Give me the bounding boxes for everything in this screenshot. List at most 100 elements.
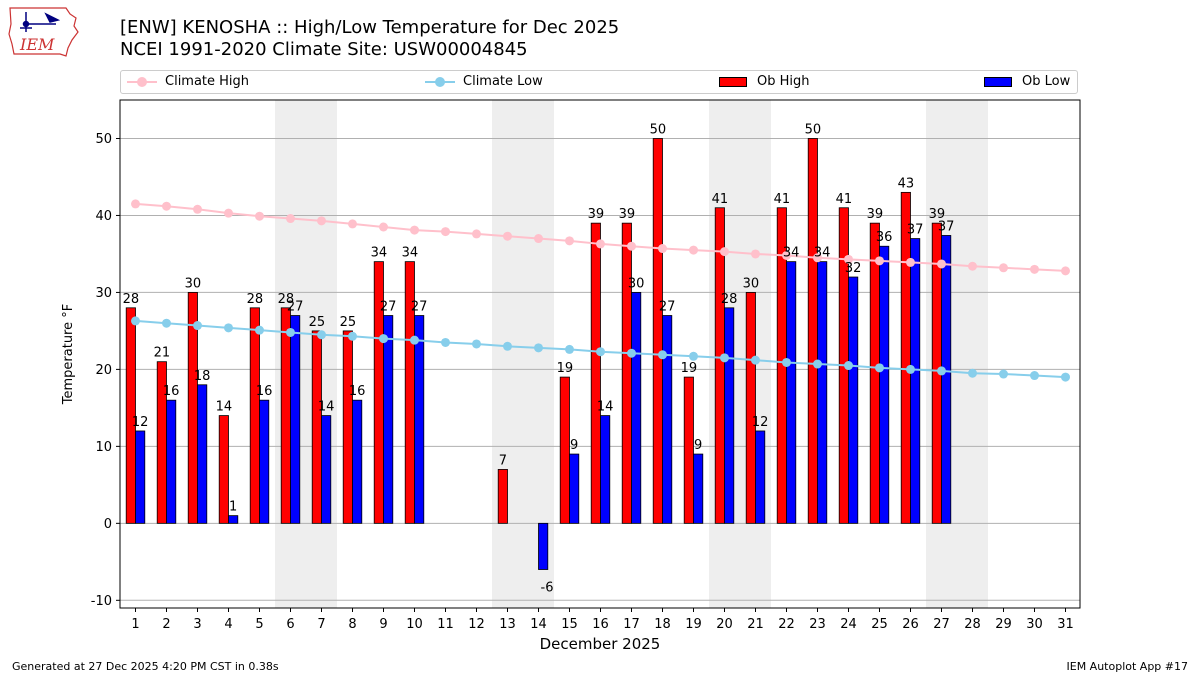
climate-low-point [193,321,202,331]
x-tick-label: 18 [654,617,671,632]
climate-low-point [255,325,264,335]
ob-low-label: 9 [570,438,578,453]
ob-low-bar [383,315,394,524]
ob-low-label: 28 [721,292,738,307]
climate-low-point [999,369,1008,379]
ob-high-bar [869,222,880,524]
climate-high-point [503,231,512,241]
ob-low-bar [662,315,673,524]
climate-high-point [720,247,729,257]
climate-low-swatch [425,75,455,89]
ob-high-bar [745,292,756,524]
climate-high-point [348,219,357,229]
app-footer: IEM Autoplot App #17 [1066,660,1189,673]
ob-high-label: 7 [499,453,507,468]
ob-high-bar [590,222,601,524]
ob-high-bar [280,307,291,524]
ob-low-bar [321,415,332,524]
x-tick-label: 12 [468,617,485,632]
x-tick-label: 30 [1026,617,1043,632]
logo-text: IEM [19,35,55,54]
climate-high-point [286,214,295,224]
ob-low-label: 30 [628,276,645,291]
x-tick-label: 24 [840,617,857,632]
climate-low-point [751,355,760,365]
x-tick-label: 17 [623,617,640,632]
legend-ob-low: Ob Low [984,74,1070,89]
ob-low-label: 1 [229,500,237,515]
ob-high-bar [249,307,260,524]
ob-low-bar [538,522,549,570]
ob-high-bar [838,207,849,524]
ob-low-label: 16 [349,384,366,399]
ob-high-label: 25 [309,315,326,330]
legend-ob-low-label: Ob Low [1022,74,1071,89]
climate-low-point [1061,372,1070,382]
ob-low-bar [786,261,797,524]
ob-high-bar [652,138,663,524]
ob-low-bar [941,235,952,524]
legend-ob-high-label: Ob High [757,74,810,89]
ob-low-bar [724,307,735,524]
climate-low-point [131,316,140,326]
climate-high-point [379,222,388,232]
x-tick-label: 8 [348,617,356,632]
ob-low-bar [290,315,301,524]
ob-high-bar [218,415,229,524]
ob-low-label: 14 [318,400,335,415]
ob-high-label: 19 [557,361,574,376]
climate-low-point [596,347,605,357]
climate-low-point [658,350,667,360]
ob-high-bar [342,330,353,524]
ob-high-swatch [719,76,747,87]
legend-climate-low: Climate Low [425,74,543,89]
ob-low-bar [228,515,239,524]
ob-low-label: 32 [845,261,862,276]
climate-high-point [441,227,450,237]
legend: Climate High Climate Low Ob High Ob Low [120,70,1078,94]
x-tick-label: 6 [286,617,294,632]
x-tick-label: 22 [778,617,795,632]
climate-low-point [286,327,295,337]
ob-low-label: 16 [163,384,180,399]
climate-high-point [937,259,946,269]
generated-footer: Generated at 27 Dec 2025 4:20 PM CST in … [12,660,279,673]
x-tick-label: 21 [747,617,764,632]
ob-low-bar [817,261,828,524]
climate-high-point [534,234,543,244]
ob-high-bar [125,307,136,524]
ob-high-bar [683,376,694,524]
climate-high-point [224,208,233,218]
x-tick-label: 5 [255,617,263,632]
x-tick-label: 25 [871,617,888,632]
climate-high-point [627,241,636,251]
x-tick-label: 4 [224,617,232,632]
climate-low-point [503,341,512,351]
ob-high-bar [187,292,198,524]
climate-high-point [751,249,760,259]
weekend-shade [492,100,554,608]
ob-high-label: 25 [340,315,357,330]
x-tick-label: 27 [933,617,950,632]
climate-low-point [1030,371,1039,381]
ob-high-label: 39 [929,207,946,222]
x-tick-label: 28 [964,617,981,632]
ob-low-label: 16 [256,384,273,399]
climate-high-point [906,257,915,267]
ob-high-label: 28 [278,292,295,307]
x-tick-label: 13 [499,617,516,632]
climate-high-point [782,250,791,260]
ob-high-label: 14 [216,400,233,415]
ob-high-bar [156,361,167,524]
ob-high-label: 50 [650,122,667,137]
ob-low-bar [352,399,363,524]
x-tick-label: 16 [592,617,609,632]
ob-high-label: 30 [185,276,202,291]
plot-area [120,100,1080,608]
ob-high-label: 28 [247,292,264,307]
x-tick-label: 26 [902,617,919,632]
ob-low-label: 12 [752,415,769,430]
weekend-shade [275,100,337,608]
climate-low-point [689,351,698,361]
